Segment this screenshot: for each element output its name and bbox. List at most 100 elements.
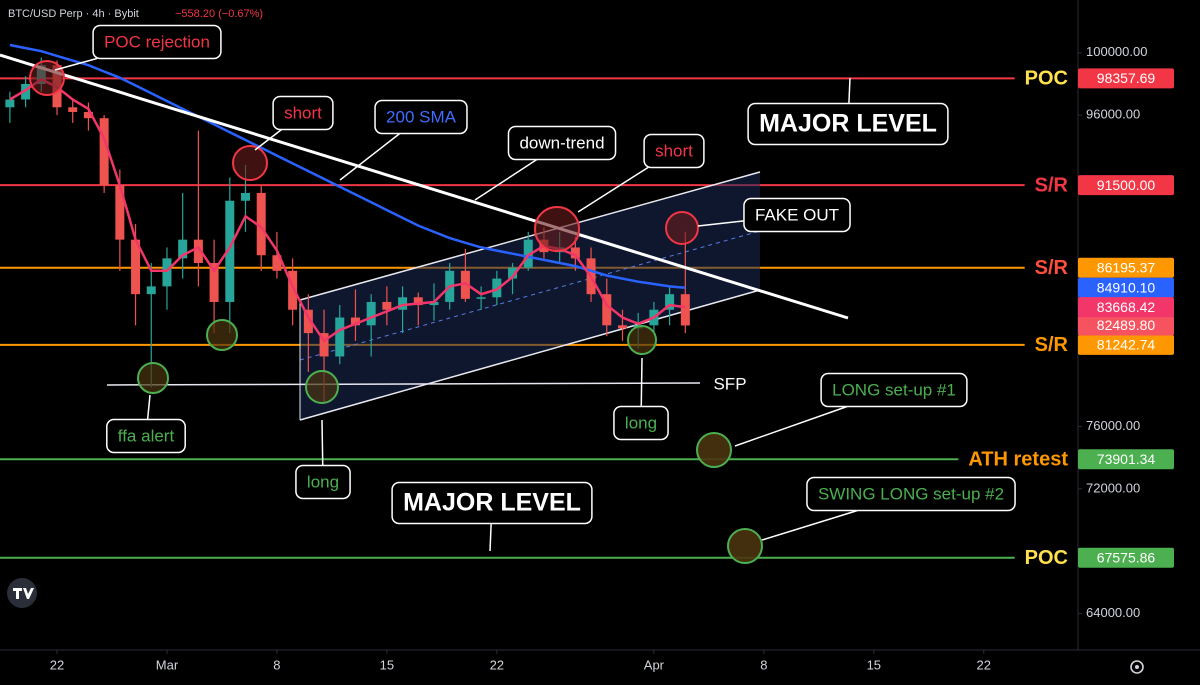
- circle: [696, 432, 732, 468]
- callout-text: FAKE OUT: [755, 205, 839, 224]
- candle-body: [366, 301, 376, 326]
- candle-body: [83, 111, 93, 119]
- callout-pointer: [734, 405, 848, 447]
- annotations: POC rejection short 200 SMA down-trend short…: [54, 24, 1016, 552]
- x-tick-label: 15: [380, 657, 394, 672]
- level-badge: [1078, 175, 1174, 196]
- settings-button[interactable]: [1130, 660, 1144, 674]
- callout-box: [391, 481, 593, 525]
- callout-box: [374, 99, 468, 135]
- callout: MAJOR LEVEL: [391, 481, 593, 552]
- circle: [206, 319, 238, 351]
- callout-box: [643, 133, 705, 169]
- x-tick-label: Mar: [156, 657, 179, 672]
- indicator-line: [9, 43, 686, 290]
- level-badge: [1078, 257, 1174, 278]
- callout-pointer: [474, 158, 538, 201]
- channel-top: [299, 171, 761, 301]
- callout: POC rejection: [54, 24, 222, 71]
- candle-body: [508, 267, 518, 279]
- callout-box: [92, 24, 222, 60]
- callout-pointer: [254, 128, 283, 151]
- candle-body: [570, 247, 580, 259]
- callout-pointer: [321, 419, 324, 466]
- callout-text: 200 SMA: [386, 107, 457, 126]
- channel: [106, 171, 761, 421]
- callout-text: long: [307, 472, 339, 491]
- y-tick-label: 76000.00: [1086, 418, 1140, 433]
- callout-box: [295, 464, 351, 500]
- candle-body: [665, 294, 675, 310]
- level-label: POC: [1025, 68, 1068, 90]
- price-marks: [5, 43, 690, 404]
- circle: [534, 206, 580, 252]
- channel-fill: [300, 172, 760, 420]
- callout-box: [272, 95, 334, 131]
- callout-box: [747, 102, 949, 146]
- callout-pointer: [640, 357, 643, 407]
- level-label: S/R: [1035, 334, 1069, 356]
- callout: MAJOR LEVEL: [747, 77, 949, 146]
- callout: SFP: [713, 374, 746, 393]
- level-label: S/R: [1035, 174, 1069, 196]
- callout: short: [577, 133, 705, 213]
- candle-body: [523, 239, 533, 268]
- circle: [305, 370, 339, 404]
- level-badge-label: 98357.69: [1097, 70, 1156, 86]
- callout-pointer: [146, 394, 151, 420]
- candle-body: [162, 258, 172, 287]
- candle-body: [178, 239, 188, 259]
- x-tick-label: Apr: [644, 657, 665, 672]
- x-tick-label: 22: [490, 657, 504, 672]
- callout-text: MAJOR LEVEL: [759, 110, 937, 138]
- candle-body: [602, 294, 612, 326]
- circle: [627, 325, 657, 355]
- circle: [29, 60, 65, 96]
- tv-logo[interactable]: [7, 578, 37, 608]
- indicator-badge-label: 83668.42: [1097, 299, 1156, 315]
- candle-body: [288, 270, 298, 310]
- candle-body: [398, 297, 408, 310]
- close-badge: [1078, 315, 1174, 336]
- y-tick-label: 72000.00: [1086, 480, 1140, 495]
- callout: LONG set-up #1: [734, 372, 968, 447]
- circle: [137, 362, 169, 394]
- callout-text: MAJOR LEVEL: [403, 489, 581, 517]
- callout: short: [254, 95, 334, 151]
- candle-body: [617, 325, 627, 329]
- callout: 200 SMA: [339, 99, 468, 181]
- candle-body: [225, 200, 235, 302]
- callout-pointer: [577, 166, 649, 213]
- candle-body: [256, 192, 266, 256]
- indicator-line: [9, 77, 686, 343]
- level-badge: [1078, 449, 1174, 470]
- close-badge-label: 82489.80: [1097, 317, 1156, 333]
- candle-body: [68, 107, 78, 112]
- candle-body: [272, 255, 282, 271]
- y-tick-label: 100000.00: [1086, 44, 1147, 59]
- callout-text: SFP: [713, 374, 746, 393]
- candle-body: [350, 317, 360, 326]
- callout-pointer: [339, 132, 401, 181]
- symbol-title: BTC/USD Perp · 4h · Bybit: [8, 8, 139, 20]
- callout-text: long: [625, 413, 657, 432]
- callout-pointer: [489, 523, 492, 552]
- x-tick-label: 8: [273, 657, 280, 672]
- x-tick-label: 8: [760, 657, 767, 672]
- candle-body: [413, 297, 423, 306]
- x-tick-label: 22: [50, 657, 64, 672]
- callout: down-trend: [474, 125, 617, 201]
- level-badge-label: 86195.37: [1097, 259, 1156, 275]
- trend-line: [0, 53, 849, 320]
- callout-text: SWING LONG set-up #2: [818, 484, 1004, 503]
- y-tick-label: 64000.00: [1086, 605, 1140, 620]
- candle-body: [680, 294, 690, 326]
- x-tick-label: 15: [867, 657, 881, 672]
- price-badges: 98357.69 91500.00 86195.37 81242.74 73901.34…: [1078, 68, 1174, 568]
- callout-pointer: [848, 77, 851, 104]
- callout-text: ffa alert: [118, 426, 175, 445]
- gear: [1130, 660, 1144, 674]
